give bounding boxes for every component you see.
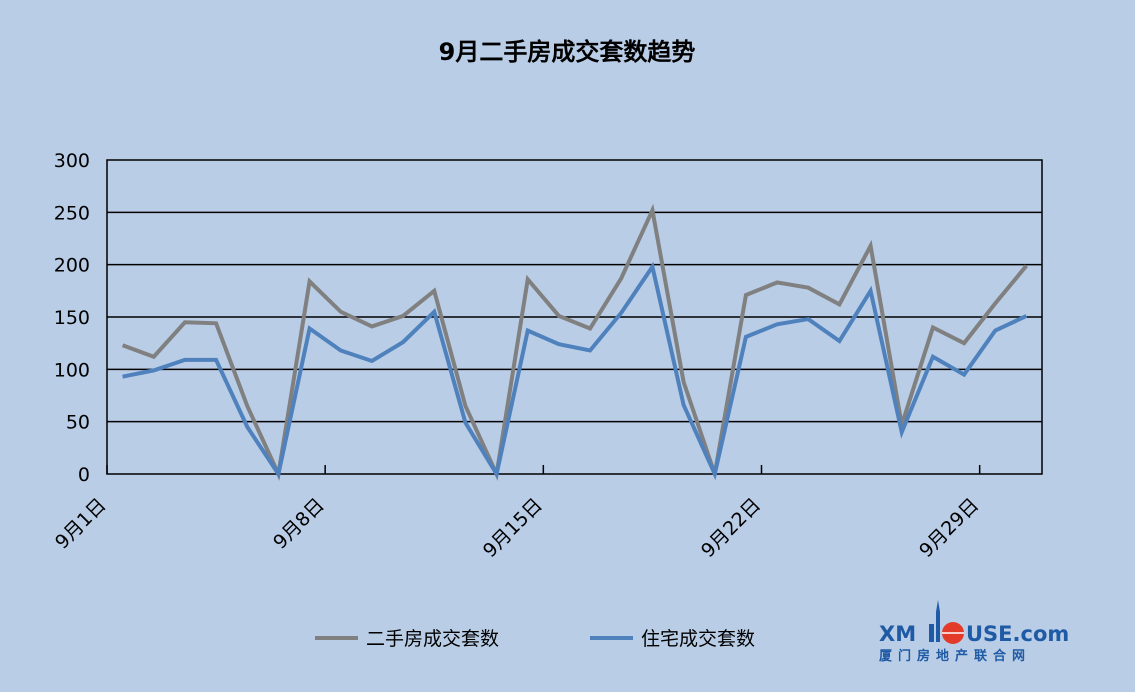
plot-area [106, 159, 1043, 475]
xmhouse-logo: XM USE.com 厦门房地产联合网 [879, 600, 1069, 664]
y-tick-label-0: 0 [78, 464, 90, 486]
x-tick-label-1: 9月1日 [51, 494, 111, 554]
x-tick-label-29: 9月29日 [915, 494, 983, 562]
logo-text-right: USE.com [966, 622, 1069, 646]
series-group [121, 203, 1028, 481]
y-axis-labels: 0 50 100 150 200 250 300 [54, 150, 90, 486]
x-axis-labels: 9月1日 9月8日 9月15日 9月22日 9月29日 [51, 494, 983, 562]
logo-text-left: XM [879, 622, 916, 646]
series-line-residential [122, 261, 1028, 481]
logo-subtitle: 厦门房地产联合网 [879, 648, 1031, 664]
x-tick-label-8: 9月8日 [269, 494, 329, 554]
y-tick-label-50: 50 [66, 412, 90, 434]
legend-label-residential: 住宅成交套数 [641, 628, 755, 650]
legend: 二手房成交套数 住宅成交套数 [315, 628, 755, 650]
x-tick-label-15: 9月15日 [479, 494, 547, 562]
y-tick-label-300: 300 [54, 150, 90, 172]
chart-title: 9月二手房成交套数趋势 [439, 38, 696, 66]
y-tick-label-150: 150 [54, 307, 90, 329]
x-tick-label-22: 9月22日 [697, 494, 765, 562]
y-tick-label-200: 200 [54, 255, 90, 277]
y-tick-label-250: 250 [54, 202, 90, 224]
legend-label-secondhand: 二手房成交套数 [366, 628, 499, 650]
y-tick-label-100: 100 [54, 359, 90, 381]
logo-house-icon [929, 600, 964, 644]
x-axis-ticks [106, 465, 981, 474]
series-line-secondhand [121, 203, 1028, 481]
gridlines [107, 211, 1042, 423]
